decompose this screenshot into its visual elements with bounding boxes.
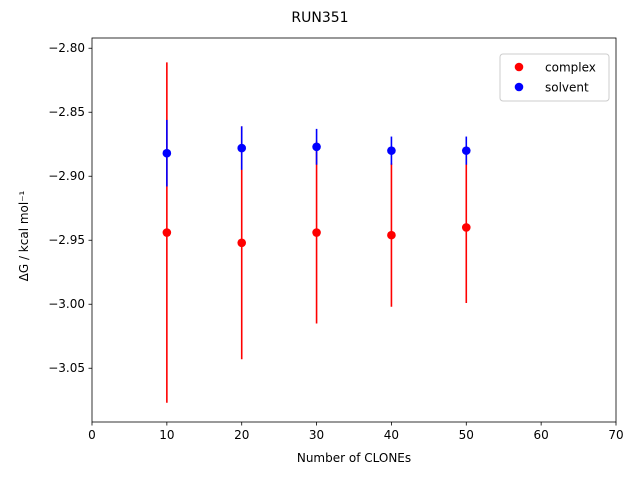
solvent-point bbox=[162, 148, 172, 158]
x-tick-label: 10 bbox=[159, 428, 174, 442]
solvent-point bbox=[387, 146, 396, 155]
solvent-point bbox=[237, 143, 247, 153]
complex-point bbox=[162, 228, 172, 237]
solvent-point bbox=[312, 142, 321, 152]
x-tick-label: 60 bbox=[534, 428, 549, 442]
legend-marker-complex bbox=[514, 62, 524, 72]
y-tick-label: −2.95 bbox=[48, 233, 85, 247]
complex-point bbox=[312, 228, 321, 237]
x-tick-label: 70 bbox=[608, 428, 623, 442]
legend-label-complex: complex bbox=[545, 61, 596, 75]
x-tick-label: 50 bbox=[459, 428, 474, 442]
complex-point bbox=[387, 230, 396, 240]
complex-point bbox=[237, 238, 247, 248]
x-axis-label: Number of CLONEs bbox=[297, 451, 411, 465]
y-tick-label: −2.80 bbox=[48, 41, 85, 55]
x-tick-label: 40 bbox=[384, 428, 399, 442]
legend: complex solvent bbox=[499, 53, 610, 102]
axes: 0 10 20 30 40 50 60 70 −2.80 −2.85 −2.90 −2.95 −3.00… bbox=[48, 37, 624, 442]
x-tick-label: 0 bbox=[88, 428, 96, 442]
y-tick-label: −2.90 bbox=[48, 169, 85, 183]
legend-marker-solvent bbox=[514, 82, 524, 92]
chart-title: RUN351 bbox=[291, 10, 348, 26]
plot-frame bbox=[91, 37, 617, 423]
series-solvent-points bbox=[162, 142, 471, 158]
data-marks bbox=[162, 62, 471, 403]
y-tick-label: −3.00 bbox=[48, 297, 85, 311]
series-complex-points bbox=[162, 223, 471, 248]
y-axis-label: ΔG / kcal mol⁻¹ bbox=[17, 190, 31, 281]
legend-box bbox=[499, 53, 610, 102]
x-tick-label: 20 bbox=[234, 428, 249, 442]
y-tick-label: −2.85 bbox=[48, 105, 85, 119]
legend-label-solvent: solvent bbox=[545, 81, 589, 95]
complex-point bbox=[461, 223, 471, 232]
solvent-point bbox=[461, 146, 471, 155]
y-tick-label: −3.05 bbox=[48, 361, 85, 375]
x-tick-label: 30 bbox=[309, 428, 324, 442]
